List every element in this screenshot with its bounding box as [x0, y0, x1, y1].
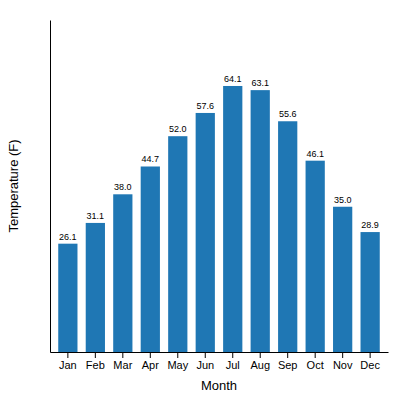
- x-tick: May: [167, 352, 188, 371]
- x-tick-mark: [315, 352, 316, 358]
- x-tick: Oct: [307, 352, 324, 371]
- x-tick: Aug: [250, 352, 270, 371]
- x-axis-line: [51, 352, 389, 353]
- data-label: 52.0: [169, 124, 187, 134]
- x-tick-mark: [205, 352, 206, 358]
- x-tick-label: Jan: [59, 359, 77, 371]
- bars: [58, 86, 380, 352]
- data-label: 35.0: [334, 195, 352, 205]
- data-label: 55.6: [279, 109, 297, 119]
- x-tick: Mar: [113, 352, 132, 371]
- x-tick-mark: [95, 352, 96, 358]
- x-tick: Jan: [59, 352, 77, 371]
- x-axis: Jan Feb Mar Apr May Jun Jul Aug Sep Oct Nov Dec: [51, 352, 389, 371]
- x-tick-mark: [177, 352, 178, 358]
- x-tick-label: Jun: [196, 359, 214, 371]
- data-label: 26.1: [59, 232, 77, 242]
- bar: [86, 223, 105, 352]
- bar: [251, 90, 270, 352]
- x-tick: Sep: [278, 352, 298, 371]
- x-tick-mark: [150, 352, 151, 358]
- y-axis: [50, 21, 51, 353]
- bar: [58, 244, 77, 352]
- x-tick-mark: [287, 352, 288, 358]
- x-tick-label: Feb: [86, 359, 105, 371]
- x-tick-mark: [232, 352, 233, 358]
- x-tick-label: Mar: [113, 359, 132, 371]
- chart: Jan Feb Mar Apr May Jun Jul Aug Sep Oct Nov Dec 26.1…: [0, 0, 400, 400]
- data-label: 57.6: [196, 101, 214, 111]
- bar: [168, 136, 187, 352]
- x-tick-label: Oct: [307, 359, 324, 371]
- bar: [306, 161, 325, 352]
- bar: [278, 121, 297, 352]
- x-axis-title: Month: [201, 378, 237, 393]
- data-labels: 26.1 31.1 38.0 44.7 52.0 57.6 64.1 63.1 55.6 46.1…: [59, 74, 379, 242]
- x-tick-label: Aug: [250, 359, 270, 371]
- bar: [196, 113, 215, 352]
- x-tick-label: Nov: [333, 359, 353, 371]
- x-tick: Jun: [196, 352, 214, 371]
- data-label: 46.1: [306, 149, 324, 159]
- y-axis-line: [50, 21, 51, 353]
- data-label: 31.1: [87, 211, 105, 221]
- x-tick-label: Jul: [226, 359, 240, 371]
- bar: [361, 232, 380, 352]
- x-tick-mark: [67, 352, 68, 358]
- x-tick-label: Dec: [360, 359, 380, 371]
- x-tick: Apr: [142, 352, 159, 371]
- x-tick-mark: [342, 352, 343, 358]
- bar: [223, 86, 242, 352]
- x-tick-label: Apr: [142, 359, 159, 371]
- x-tick-label: Sep: [278, 359, 298, 371]
- data-label: 64.1: [224, 74, 242, 84]
- x-tick-mark: [260, 352, 261, 358]
- x-tick: Dec: [360, 352, 380, 371]
- data-label: 38.0: [114, 182, 132, 192]
- data-label: 44.7: [142, 154, 160, 164]
- data-label: 63.1: [251, 78, 269, 88]
- x-tick: Nov: [333, 352, 353, 371]
- x-tick: Feb: [86, 352, 105, 371]
- x-tick-label: May: [167, 359, 188, 371]
- x-tick: Jul: [226, 352, 240, 371]
- data-label: 28.9: [361, 220, 379, 230]
- x-tick-mark: [370, 352, 371, 358]
- plot: Jan Feb Mar Apr May Jun Jul Aug Sep Oct Nov Dec 26.1…: [51, 21, 389, 371]
- bar: [333, 207, 352, 352]
- bar: [141, 166, 160, 352]
- bar: [113, 194, 132, 352]
- y-axis-title: Temperature (F): [6, 139, 21, 232]
- x-tick-mark: [122, 352, 123, 358]
